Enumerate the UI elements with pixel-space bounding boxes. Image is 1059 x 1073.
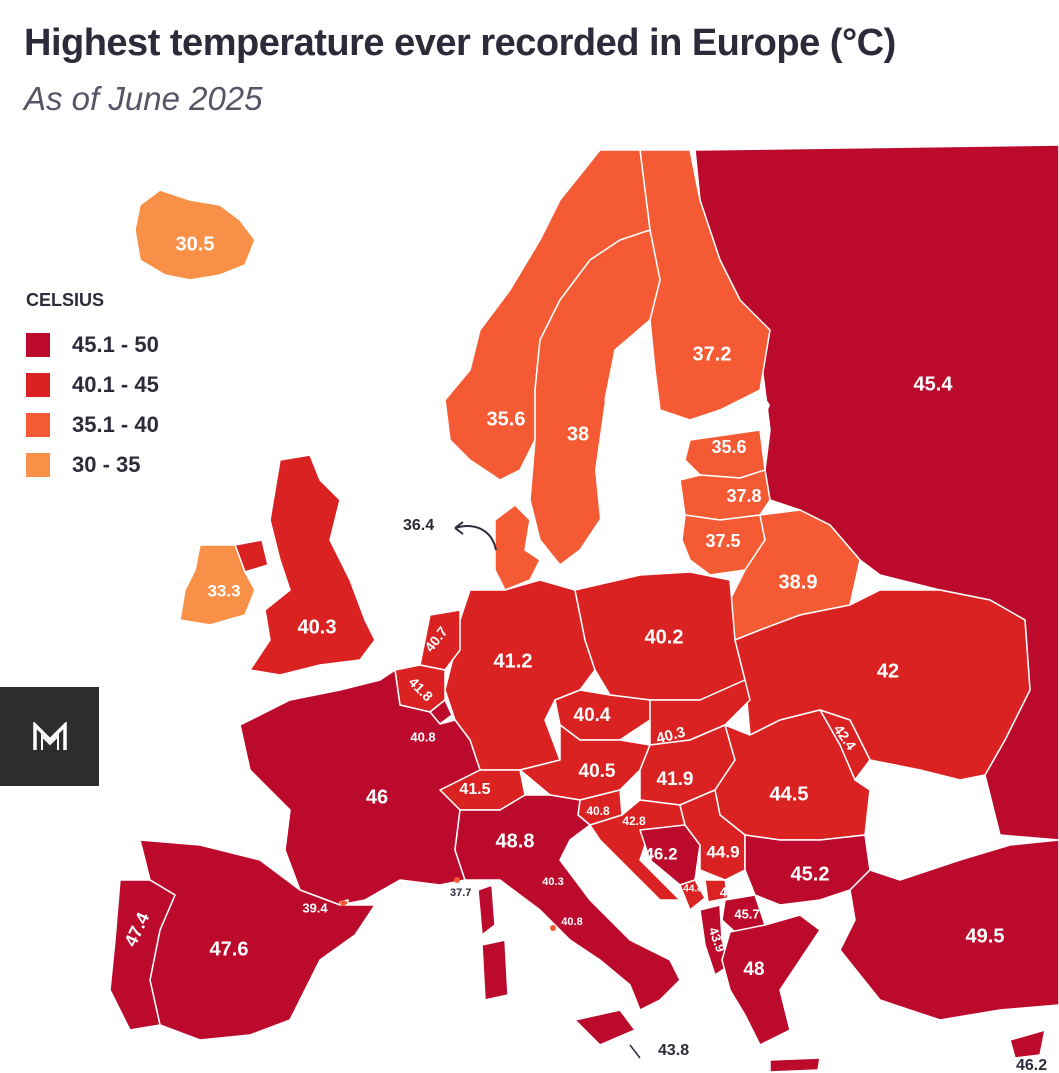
label-kosovo: 42	[720, 884, 734, 899]
label-czechia: 40.4	[574, 705, 611, 726]
label-italy: 48.8	[496, 830, 535, 852]
legend-item: 35.1 - 40	[26, 405, 159, 445]
label-slovenia: 40.8	[586, 804, 610, 818]
region-germany[interactable]	[444, 579, 596, 771]
legend-label: 40.1 - 45	[72, 372, 159, 397]
label-hungary: 41.9	[657, 769, 694, 790]
arrowhead-icon	[454, 521, 464, 535]
label-estonia: 35.6	[711, 437, 746, 457]
label-ukraine: 42	[877, 660, 899, 682]
label-lithuania: 37.5	[705, 531, 740, 551]
legend-label: 30 - 35	[72, 452, 141, 477]
europe-map: 30.5 33.3 40.3 35.6 38 37.2 45.4 35.6 37…	[109, 144, 1059, 1073]
region-montenegro[interactable]	[679, 879, 706, 911]
label-finland: 37.2	[693, 343, 732, 365]
label-bosnia: 46.2	[644, 844, 677, 863]
label-austria: 40.5	[579, 761, 616, 782]
adriatic-sea	[560, 840, 690, 960]
label-turkey: 49.5	[966, 925, 1005, 947]
legend-item: 40.1 - 45	[26, 365, 159, 405]
label-belarus: 38.9	[779, 571, 818, 593]
legend-swatch	[26, 453, 50, 477]
region-crete[interactable]	[769, 1057, 821, 1073]
label-russia: 45.4	[914, 373, 954, 395]
label-montenegro: 44.8	[683, 884, 703, 895]
label-greece: 48	[743, 959, 764, 980]
label-bulgaria: 45.2	[791, 863, 830, 885]
region-united-kingdom[interactable]	[249, 454, 376, 676]
region-ireland[interactable]	[179, 544, 256, 626]
malta-pointer	[629, 1044, 641, 1059]
label-latvia: 37.8	[726, 486, 761, 506]
label-cyprus: 46.2	[1016, 1057, 1047, 1073]
label-romania: 44.5	[770, 783, 809, 805]
label-germany: 41.2	[494, 650, 533, 672]
label-serbia: 44.9	[706, 842, 739, 861]
label-vatican: 40.8	[561, 916, 582, 928]
monaco-marker	[454, 877, 460, 883]
region-iceland[interactable]	[134, 189, 256, 281]
region-corsica[interactable]	[477, 884, 496, 936]
label-spain: 47.6	[210, 938, 249, 960]
region-serbia[interactable]	[679, 789, 746, 881]
region-kosovo[interactable]	[704, 879, 729, 903]
label-switzerland: 41.5	[459, 781, 490, 798]
label-denmark: 36.4	[403, 517, 434, 534]
legend: CELSIUS 45.1 - 50 40.1 - 45 35.1 - 40 30…	[26, 290, 159, 485]
page-title: Highest temperature ever recorded in Eur…	[24, 22, 896, 64]
label-france: 46	[366, 786, 388, 808]
region-cyprus[interactable]	[1009, 1029, 1046, 1059]
gulf-of-finland	[690, 390, 770, 440]
denmark-callout-arrow	[454, 525, 497, 551]
legend-item: 30 - 35	[26, 445, 159, 485]
brand-logo	[0, 687, 99, 786]
page-subtitle: As of June 2025	[24, 80, 263, 117]
label-ireland: 33.3	[207, 581, 240, 600]
region-sicily[interactable]	[574, 1009, 636, 1046]
legend-swatch	[26, 373, 50, 397]
label-poland: 40.2	[645, 626, 684, 648]
baltic-sea	[595, 320, 655, 520]
region-greece[interactable]	[721, 914, 821, 1046]
label-malta: 43.8	[658, 1042, 689, 1059]
black-sea	[865, 760, 1000, 880]
region-denmark[interactable]	[494, 504, 541, 591]
region-turkey[interactable]	[839, 839, 1059, 1021]
legend-title: CELSIUS	[26, 290, 105, 310]
label-croatia: 42.8	[622, 814, 646, 828]
legend-item: 45.1 - 50	[26, 325, 159, 365]
label-north-macedonia: 45.7	[734, 906, 759, 921]
label-sweden: 38	[567, 423, 589, 445]
label-norway: 35.6	[487, 408, 526, 430]
legend-swatch	[26, 413, 50, 437]
label-luxembourg: 40.8	[410, 729, 435, 744]
region-portugal[interactable]	[109, 879, 176, 1031]
vatican-marker	[550, 925, 556, 931]
label-andorra: 39.4	[302, 900, 328, 915]
m-logo-icon	[32, 721, 67, 750]
legend-label: 45.1 - 50	[72, 332, 159, 357]
region-sardinia[interactable]	[481, 939, 509, 1001]
label-united-kingdom: 40.3	[298, 616, 337, 638]
label-iceland: 30.5	[176, 233, 215, 255]
label-monaco: 37.7	[450, 887, 471, 899]
label-san-marino: 40.3	[542, 876, 563, 888]
andorra-marker	[340, 900, 346, 906]
label-slovakia: 40.3	[655, 723, 688, 747]
legend-swatch	[26, 333, 50, 357]
region-netherlands[interactable]	[419, 609, 461, 671]
legend-label: 35.1 - 40	[72, 412, 159, 437]
